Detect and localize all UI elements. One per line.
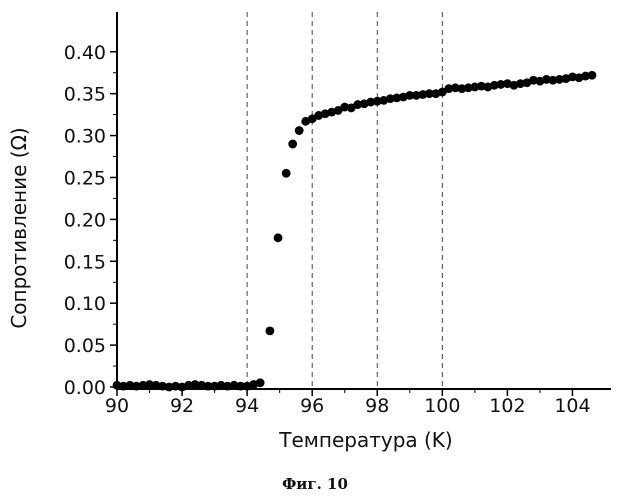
x-tick-label: 104 — [554, 395, 590, 417]
x-tick-label: 102 — [489, 395, 525, 417]
x-tick-label: 96 — [300, 395, 324, 417]
y-tick-label: 0.05 — [64, 335, 106, 357]
x-tick-label: 98 — [365, 395, 389, 417]
y-axis-label: Сопротивление (Ω) — [7, 127, 31, 328]
x-axis-ticks: 90 92 94 96 98 100 102 104 — [105, 389, 591, 417]
x-axis-label: Температура (K) — [278, 428, 452, 452]
x-tick-label: 100 — [424, 395, 460, 417]
y-tick-label: 0.25 — [64, 167, 106, 189]
data-point — [274, 233, 283, 242]
y-tick-label: 0.35 — [64, 84, 106, 106]
y-tick-label: 0.15 — [64, 251, 106, 273]
y-tick-label: 0.20 — [64, 209, 106, 231]
x-tick-label: 90 — [105, 395, 129, 417]
y-axis-ticks: 0.00 0.05 0.10 0.15 0.20 0.25 0.30 0.35 0.40 — [64, 42, 117, 399]
y-tick-label: 0.00 — [64, 377, 106, 399]
data-point — [256, 378, 265, 387]
data-points — [113, 71, 597, 392]
axes — [117, 12, 611, 389]
data-point — [266, 326, 275, 335]
x-tick-label: 92 — [170, 395, 194, 417]
y-tick-label: 0.30 — [64, 126, 106, 148]
data-point — [295, 126, 304, 135]
x-tick-label: 94 — [235, 395, 259, 417]
y-tick-label: 0.10 — [64, 293, 106, 315]
vertical-reference-lines — [247, 12, 442, 389]
data-point — [282, 169, 291, 178]
data-point — [588, 71, 597, 80]
data-point — [288, 140, 297, 149]
figure-caption: Фиг. 10 — [282, 475, 348, 493]
y-tick-label: 0.40 — [64, 42, 106, 64]
